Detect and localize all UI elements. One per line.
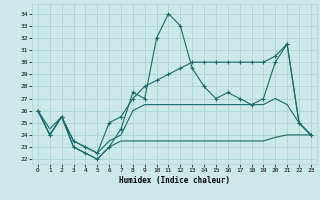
X-axis label: Humidex (Indice chaleur): Humidex (Indice chaleur)	[119, 176, 230, 185]
